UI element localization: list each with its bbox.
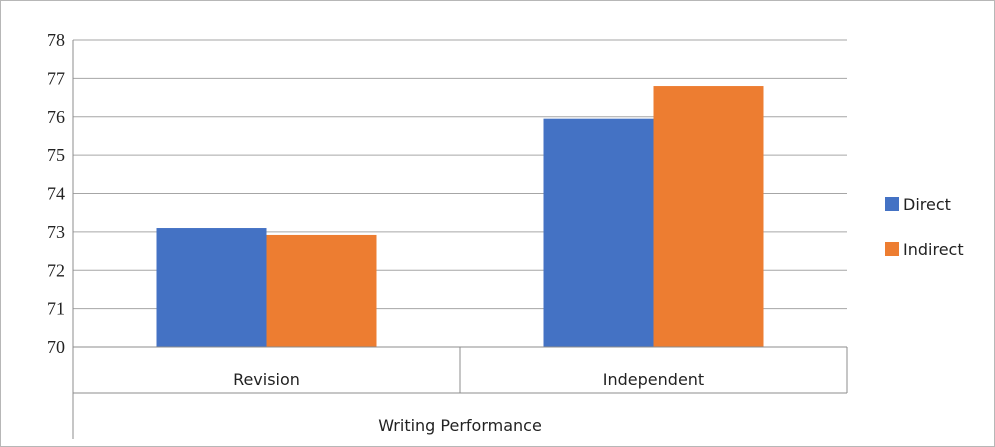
- group-axis-label: Writing Performance: [378, 416, 542, 435]
- y-tick-label: 73: [47, 222, 65, 242]
- axes: [72, 40, 848, 439]
- y-tick-label: 71: [47, 299, 65, 319]
- category-label: Independent: [603, 370, 704, 389]
- y-tick-label: 76: [47, 107, 65, 127]
- y-tick-label: 77: [47, 68, 65, 88]
- category-label: Revision: [233, 370, 300, 389]
- y-tick-label: 78: [47, 30, 65, 50]
- y-tick-label: 74: [47, 184, 65, 204]
- bar-direct-independent: [543, 118, 654, 347]
- category-labels: Revision Independent: [233, 370, 704, 389]
- bar-indirect-revision: [266, 234, 377, 347]
- legend-label-indirect: Indirect: [903, 240, 964, 259]
- y-tick-label: 72: [47, 260, 65, 280]
- legend-swatch-direct: [885, 197, 899, 211]
- y-tick-label: 70: [47, 337, 65, 357]
- bar-indirect-independent: [653, 86, 764, 348]
- legend: Direct Indirect: [885, 195, 964, 259]
- y-tick-label: 75: [47, 145, 65, 165]
- legend-label-direct: Direct: [903, 195, 951, 214]
- legend-swatch-indirect: [885, 242, 899, 256]
- bar-direct-revision: [156, 228, 267, 347]
- y-tick-labels: 70 71 72 73 74 75 76 77 78: [47, 30, 65, 357]
- bars: [156, 86, 764, 348]
